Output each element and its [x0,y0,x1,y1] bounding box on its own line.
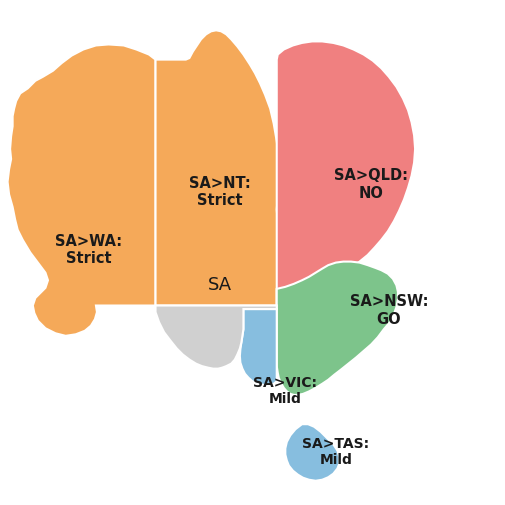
Text: SA>WA:
Strict: SA>WA: Strict [55,234,122,266]
Polygon shape [285,424,339,481]
Text: SA>QLD:
NO: SA>QLD: NO [334,168,408,200]
Text: SA>NT:
Strict: SA>NT: Strict [189,176,250,208]
Polygon shape [277,262,398,395]
Text: SA>NSW:
GO: SA>NSW: GO [349,294,428,327]
Polygon shape [8,44,156,336]
Polygon shape [156,30,282,306]
Text: SA>VIC:
Mild: SA>VIC: Mild [254,376,317,407]
Polygon shape [240,309,277,385]
Text: SA: SA [208,276,232,294]
Text: SA>TAS:
Mild: SA>TAS: Mild [302,437,369,467]
Polygon shape [277,41,415,306]
Polygon shape [156,306,277,369]
